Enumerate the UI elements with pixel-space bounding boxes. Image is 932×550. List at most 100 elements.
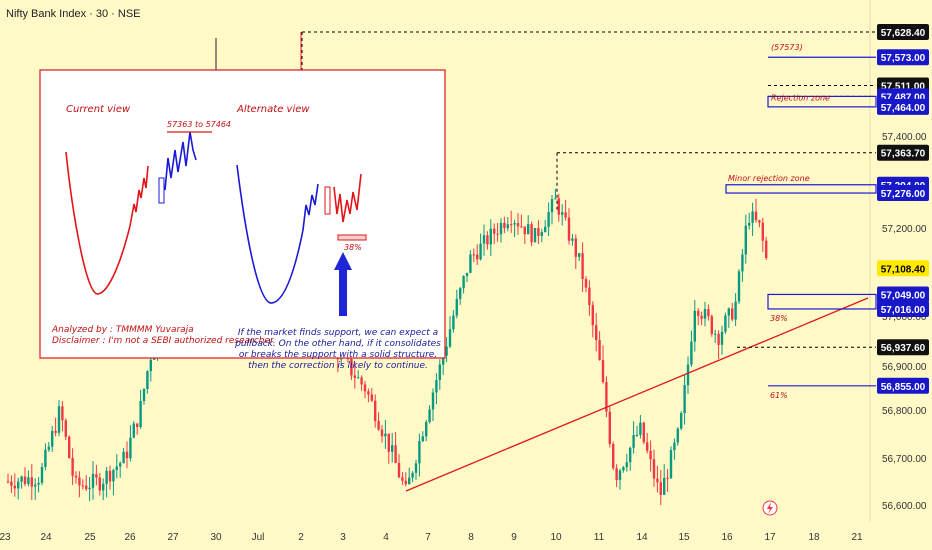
- candle: [367, 391, 370, 395]
- candle: [513, 223, 516, 225]
- candle: [139, 401, 142, 427]
- lightning-icon: [762, 500, 778, 516]
- candle: [547, 212, 550, 227]
- minor-rejection-zone-box: [725, 184, 877, 194]
- candle: [629, 447, 632, 463]
- x-tick-label: 11: [594, 532, 605, 543]
- candle: [754, 211, 758, 221]
- candle: [503, 222, 506, 229]
- candle: [656, 478, 659, 483]
- candle: [574, 238, 577, 257]
- rejection-zone-label: Rejection zone: [771, 93, 830, 102]
- x-tick-label: 17: [764, 532, 776, 543]
- candle: [710, 316, 713, 335]
- candle: [391, 445, 394, 452]
- candle: [408, 477, 411, 485]
- price-badge-bg: [877, 339, 929, 356]
- candle: [758, 220, 761, 223]
- price-badge-label: 57,016.00: [881, 305, 926, 316]
- candle: [479, 243, 482, 260]
- candle: [370, 394, 373, 401]
- candle: [550, 199, 554, 213]
- candle: [540, 232, 543, 236]
- candle: [394, 445, 397, 463]
- candle: [360, 377, 363, 385]
- candle: [363, 384, 367, 392]
- candle: [397, 462, 401, 478]
- candle: [499, 222, 503, 235]
- candle: [98, 477, 101, 491]
- price-badge-bg: [877, 24, 929, 40]
- candle: [765, 240, 768, 258]
- candle: [88, 487, 91, 490]
- price-badge-label: 56,937.60: [881, 343, 926, 354]
- candle: [91, 474, 95, 488]
- candle: [64, 420, 67, 437]
- candle: [78, 477, 81, 486]
- current-view-label: Current view: [66, 104, 131, 115]
- candle: [669, 450, 673, 479]
- price-badge: 57,464.00: [877, 98, 929, 115]
- candle: [51, 430, 54, 447]
- candle: [462, 276, 465, 289]
- candle: [428, 409, 431, 423]
- price-badge: 57,363.70: [877, 144, 929, 161]
- candle: [425, 422, 428, 437]
- candle: [751, 211, 754, 223]
- candle: [564, 212, 567, 218]
- candle: [693, 310, 696, 342]
- candle: [527, 224, 530, 235]
- candle: [632, 434, 635, 448]
- support-trendline: [405, 297, 869, 492]
- candle: [615, 468, 618, 481]
- candle: [455, 298, 458, 316]
- candle: [642, 422, 645, 443]
- x-tick-label: 4: [383, 532, 389, 543]
- candle: [353, 375, 356, 378]
- candle: [744, 225, 747, 255]
- candle: [404, 480, 407, 485]
- price-badge: 57,276.00: [877, 185, 929, 202]
- candle: [571, 238, 574, 241]
- candle: [663, 477, 666, 495]
- x-tick-label: 7: [425, 532, 431, 543]
- candle: [44, 449, 47, 467]
- price-badge: 57,016.00: [877, 300, 929, 317]
- x-tick-label: 15: [678, 532, 690, 543]
- price-badge-label: 57,108.40: [881, 264, 926, 275]
- candle: [85, 485, 88, 490]
- note-line: or breaks the support with a solid struc…: [239, 350, 437, 360]
- candle: [608, 411, 611, 445]
- candle: [40, 466, 44, 483]
- candle: [421, 436, 424, 442]
- candle: [384, 433, 387, 437]
- candle: [125, 451, 129, 459]
- candle: [530, 224, 533, 243]
- candle: [122, 451, 125, 464]
- candle: [438, 364, 441, 381]
- candle: [659, 482, 662, 495]
- candle: [6, 481, 10, 483]
- support-zone-box: [767, 293, 877, 310]
- y-tick-label: 56,700.00: [882, 454, 927, 465]
- candle: [486, 235, 489, 245]
- candle: [465, 272, 469, 277]
- candle: [115, 466, 118, 471]
- candle: [20, 476, 23, 482]
- y-tick-label: 57,200.00: [882, 224, 927, 235]
- candle: [612, 444, 615, 469]
- candle: [605, 382, 608, 412]
- candle: [598, 340, 601, 361]
- target-annotation: (57573): [771, 43, 803, 52]
- y-tick-label: 57,400.00: [882, 132, 927, 143]
- x-tick-label: 27: [167, 532, 179, 543]
- candle: [132, 423, 135, 438]
- candle: [482, 235, 486, 244]
- x-tick-label: 14: [636, 532, 648, 543]
- note-line: pullback. On the other hand, if it conso…: [234, 339, 441, 349]
- alternate-view-curve: [236, 164, 304, 304]
- candle: [727, 308, 730, 316]
- candle: [625, 462, 628, 468]
- price-badge-bg: [877, 260, 929, 277]
